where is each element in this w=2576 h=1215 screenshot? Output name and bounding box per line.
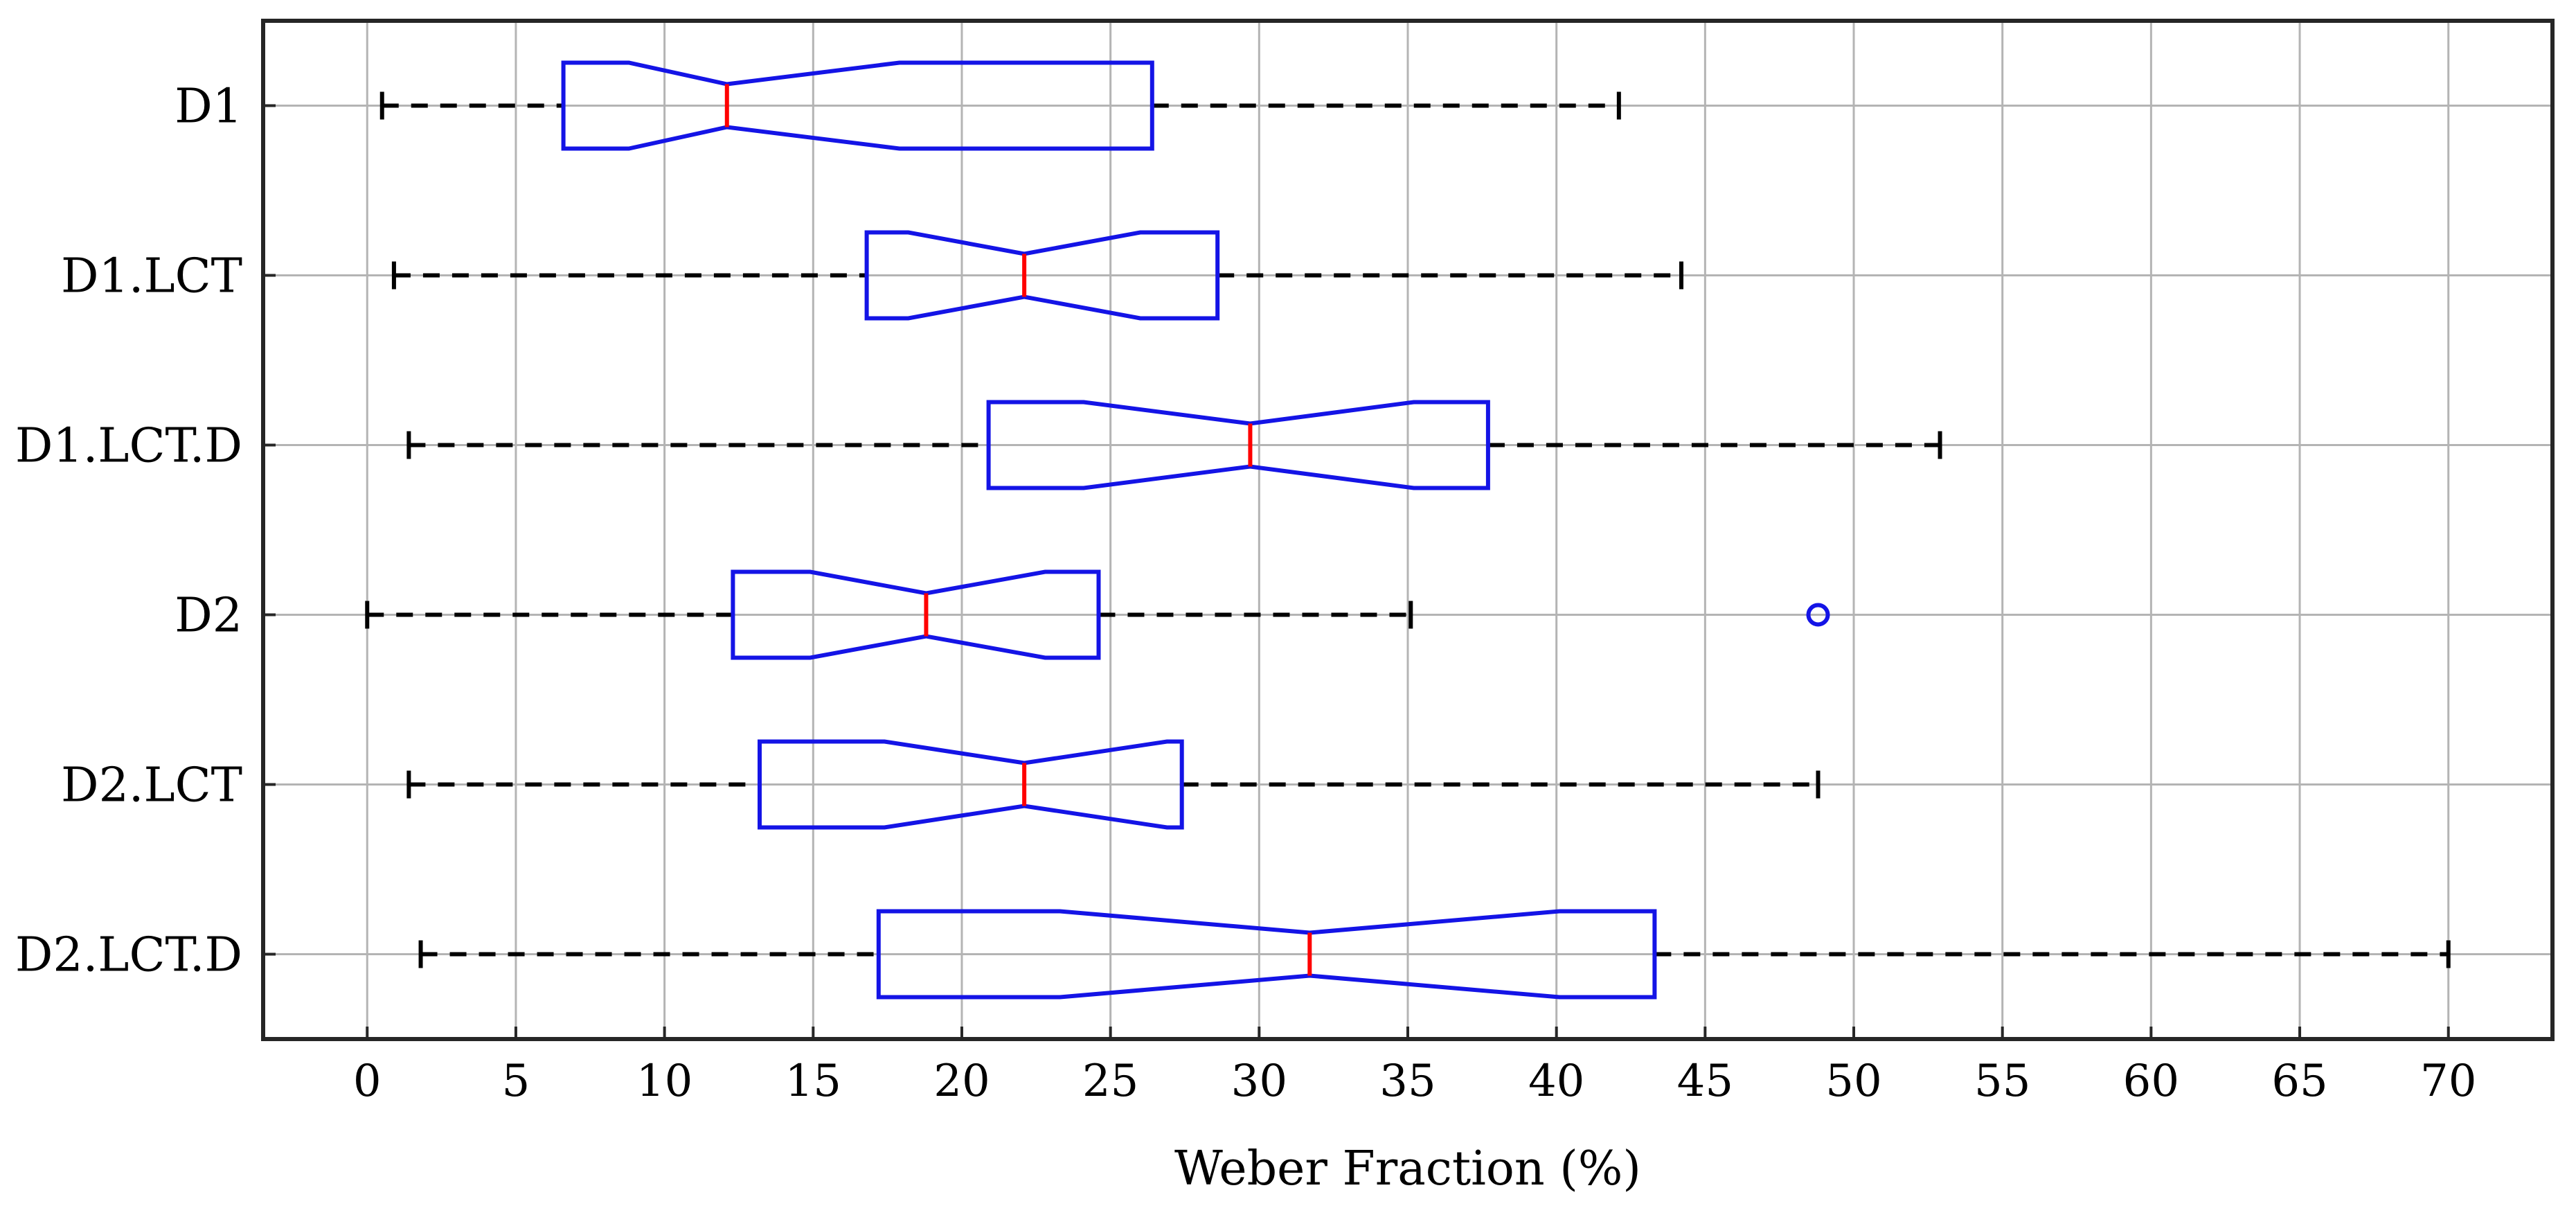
- box-layer: [365, 60, 2451, 1000]
- x-axis-label: Weber Fraction (%): [1174, 1142, 1641, 1196]
- x-tick-label: 5: [502, 1056, 530, 1107]
- y-tick-label: D2.LCT.D: [15, 928, 242, 983]
- box-d1-lct-d: [406, 400, 1942, 490]
- x-tick-label: 55: [1974, 1056, 2030, 1107]
- outlier-point: [1806, 603, 1830, 627]
- box-d1: [379, 60, 1621, 151]
- box-d2-lct-d: [418, 909, 2451, 1000]
- y-tick-label: D1: [175, 80, 242, 134]
- x-tick-label: 65: [2271, 1056, 2327, 1107]
- grid-layer: [263, 21, 2552, 1039]
- x-tick-label: 0: [353, 1056, 382, 1107]
- x-tick-label: 20: [933, 1056, 990, 1107]
- plot-frame: [261, 19, 2555, 1041]
- x-tick-label: 15: [785, 1056, 841, 1107]
- tick-layer: [263, 104, 2450, 1039]
- notched-box: [561, 60, 1154, 151]
- y-tick-label: D1.LCT: [61, 249, 242, 304]
- x-tick-label: 40: [1528, 1056, 1584, 1107]
- notched-box: [986, 400, 1490, 490]
- x-tick-label: 10: [636, 1056, 692, 1107]
- x-tick-label: 60: [2123, 1056, 2179, 1107]
- x-tick-label: 70: [2420, 1056, 2476, 1107]
- box-d2: [365, 569, 1830, 660]
- notched-box: [758, 739, 1184, 830]
- y-tick-label: D1.LCT.D: [15, 419, 242, 474]
- box-d1-lct: [391, 230, 1684, 321]
- notched-box: [731, 569, 1101, 660]
- y-tick-label: D2.LCT: [61, 759, 242, 813]
- notched-box: [864, 230, 1220, 321]
- x-tick-label: 35: [1379, 1056, 1435, 1107]
- label-layer: 0 5 10 15 20 25 30 35 40 45 50 55 60 65 70 D1 D1.LCT D1.L…: [15, 80, 2477, 1108]
- box-d2-lct: [406, 739, 1821, 830]
- x-tick-label: 50: [1825, 1056, 1881, 1107]
- y-tick-label: D2: [175, 589, 242, 644]
- notched-box: [876, 909, 1657, 1000]
- x-tick-label: 45: [1677, 1056, 1733, 1107]
- x-tick-label: 25: [1082, 1056, 1138, 1107]
- x-tick-label: 30: [1231, 1056, 1287, 1107]
